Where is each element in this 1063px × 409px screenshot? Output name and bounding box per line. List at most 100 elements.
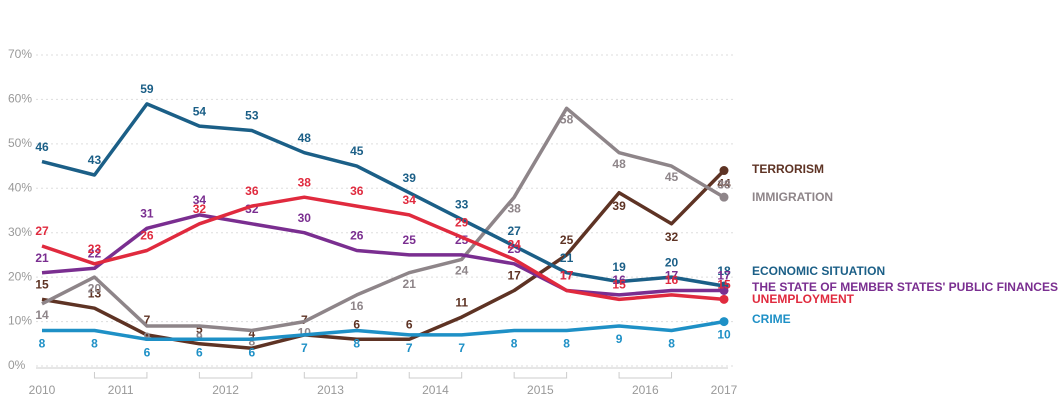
data-label: 27 bbox=[507, 224, 521, 238]
data-label: 58 bbox=[560, 112, 574, 126]
year-bracket bbox=[618, 372, 673, 379]
data-label: 45 bbox=[350, 144, 364, 158]
data-label: 7 bbox=[406, 341, 413, 355]
data-label: 43 bbox=[88, 153, 102, 167]
y-tick-label: 20% bbox=[8, 269, 32, 283]
series-name: THE STATE OF MEMBER STATES' PUBLIC FINAN… bbox=[752, 280, 1058, 294]
data-label: 39 bbox=[403, 171, 417, 185]
data-label: 6 bbox=[144, 346, 151, 360]
y-tick-label: 40% bbox=[8, 180, 32, 194]
data-label: 32 bbox=[665, 230, 679, 244]
end-marker bbox=[719, 317, 729, 327]
series-line bbox=[41, 169, 726, 350]
data-label: 34 bbox=[193, 193, 207, 207]
data-label: 8 bbox=[668, 337, 675, 351]
data-label: 9 bbox=[196, 330, 203, 344]
data-label: 10 bbox=[717, 328, 731, 342]
data-label: 8 bbox=[563, 337, 570, 351]
data-label: 29 bbox=[455, 215, 469, 229]
x-tick-label: 2015 bbox=[527, 383, 554, 397]
data-label: 36 bbox=[245, 184, 259, 198]
data-label: 15 bbox=[35, 278, 49, 292]
data-label: 54 bbox=[193, 104, 207, 118]
data-label: 17 bbox=[665, 269, 679, 283]
data-label: 7 bbox=[301, 341, 308, 355]
data-label: 6 bbox=[249, 346, 256, 360]
data-label: 23 bbox=[507, 242, 521, 256]
series-line bbox=[41, 102, 725, 288]
data-label: 22 bbox=[88, 246, 102, 260]
data-label: 17 bbox=[717, 269, 731, 283]
series-line bbox=[41, 195, 725, 302]
data-label: 13 bbox=[88, 286, 102, 300]
data-label: 34 bbox=[403, 193, 417, 207]
data-label: 25 bbox=[560, 233, 574, 247]
year-bracket bbox=[408, 372, 463, 379]
year-bracket bbox=[513, 372, 568, 379]
data-label: 9 bbox=[616, 332, 623, 346]
series-name: TERRORISM bbox=[752, 162, 824, 176]
end-marker bbox=[719, 294, 729, 304]
data-label: 21 bbox=[35, 251, 49, 265]
data-label: 8 bbox=[511, 337, 518, 351]
data-label: 7 bbox=[458, 341, 465, 355]
data-label: 38 bbox=[717, 177, 731, 191]
y-tick-label: 50% bbox=[8, 136, 32, 150]
data-label: 20 bbox=[665, 255, 679, 269]
data-label: 16 bbox=[350, 299, 364, 313]
data-label: 6 bbox=[406, 318, 413, 332]
x-tick-label: 2014 bbox=[422, 383, 449, 397]
data-label: 21 bbox=[560, 251, 574, 265]
data-label: 8 bbox=[249, 335, 256, 349]
data-label: 15 bbox=[612, 278, 626, 292]
series-name: ECONOMIC SITUATION bbox=[752, 264, 885, 278]
end-marker bbox=[719, 166, 729, 176]
data-label: 24 bbox=[507, 238, 521, 252]
data-label: 6 bbox=[196, 346, 203, 360]
data-label: 59 bbox=[140, 82, 154, 96]
data-label: 20 bbox=[88, 281, 102, 295]
x-tick-label: 2013 bbox=[317, 383, 344, 397]
x-tick-label: 2011 bbox=[108, 383, 134, 397]
data-label: 45 bbox=[665, 170, 679, 184]
x-tick-label: 2016 bbox=[632, 383, 659, 397]
series-line bbox=[42, 319, 725, 342]
data-label: 8 bbox=[353, 337, 360, 351]
data-label: 15 bbox=[717, 278, 731, 292]
y-tick-label: 30% bbox=[8, 225, 32, 239]
series-line bbox=[41, 213, 724, 297]
year-bracket bbox=[198, 372, 253, 379]
end-marker bbox=[719, 192, 729, 202]
y-tick-label: 70% bbox=[8, 47, 32, 61]
data-label: 8 bbox=[91, 337, 98, 351]
data-label: 17 bbox=[507, 269, 521, 283]
series-name: UNEMPLOYMENT bbox=[752, 292, 855, 306]
data-label: 46 bbox=[35, 140, 49, 154]
data-label: 16 bbox=[665, 273, 679, 287]
x-tick-label: 2010 bbox=[29, 383, 56, 397]
data-label: 4 bbox=[249, 326, 256, 340]
data-label: 30 bbox=[298, 211, 312, 225]
data-label: 33 bbox=[455, 198, 469, 212]
y-tick-label: 60% bbox=[8, 92, 32, 106]
series-name: CRIME bbox=[752, 312, 791, 326]
series-name: IMMIGRATION bbox=[752, 190, 833, 204]
data-label: 11 bbox=[455, 295, 468, 309]
y-tick-label: 10% bbox=[8, 314, 32, 328]
data-label: 38 bbox=[507, 201, 521, 215]
data-label: 38 bbox=[298, 175, 312, 189]
data-label: 32 bbox=[193, 202, 207, 216]
data-label: 24 bbox=[455, 264, 469, 278]
data-label: 27 bbox=[35, 224, 49, 238]
data-label: 48 bbox=[298, 131, 312, 145]
data-label: 36 bbox=[350, 184, 364, 198]
data-label: 7 bbox=[144, 313, 151, 327]
data-label: 26 bbox=[350, 229, 364, 243]
y-tick-label: 0% bbox=[8, 358, 26, 372]
data-label: 26 bbox=[140, 229, 154, 243]
data-label: 5 bbox=[196, 322, 203, 336]
data-label: 21 bbox=[403, 277, 417, 291]
data-label: 9 bbox=[144, 330, 151, 344]
data-label: 18 bbox=[717, 264, 731, 278]
